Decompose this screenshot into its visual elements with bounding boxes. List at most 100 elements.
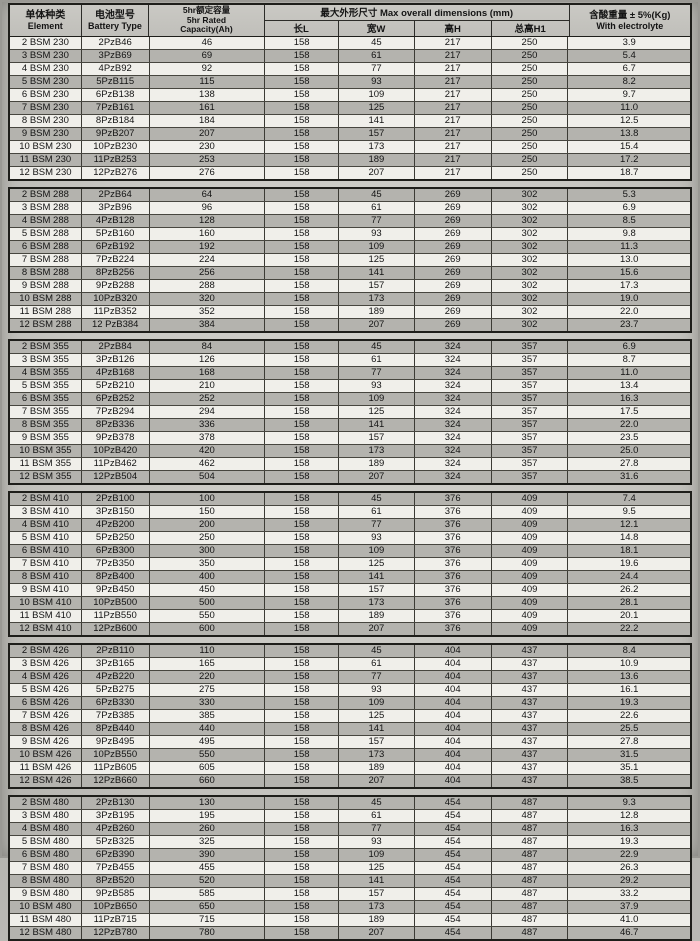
table-cell: 269 [415,189,492,201]
table-cell: 376 [415,597,492,609]
table-cell: 9 BSM 480 [10,888,82,900]
table-cell: 437 [492,723,569,735]
table-cell: 3PzB69 [82,50,150,62]
table-cell: 10 BSM 355 [10,445,82,457]
table-cell: 158 [265,862,340,874]
table-cell: 158 [265,810,340,822]
table-cell: 437 [492,684,569,696]
table-cell: 157 [339,432,415,444]
table-cell: 11PzB550 [82,610,150,622]
table-cell: 7PzB385 [82,710,150,722]
table-cell: 276 [150,167,266,179]
table-cell: 454 [415,823,492,835]
table-cell: 125 [339,102,415,114]
table-cell: 4 BSM 288 [10,215,82,227]
table-cell: 320 [150,293,266,305]
table-cell: 77 [339,367,415,379]
table-cell: 250 [492,50,569,62]
table-cell: 168 [150,367,266,379]
table-cell: 269 [415,215,492,227]
table-cell: 5PzB250 [82,532,150,544]
table-cell: 454 [415,797,492,809]
table-row: 11 BSM 355 11PzB462 462 158 189 324 357 27.8 [10,458,690,471]
header-dimensions-title: 最大外形尺寸 Max overall dimensions (mm) [264,5,569,21]
table-cell: 324 [415,471,492,483]
table-header: 单体种类 Element 电池型号 Battery Type 5hr额定容量 5… [8,3,692,37]
table-cell: 404 [415,671,492,683]
table-row: 6 BSM 480 6PzB390 390 158 109 454 487 22.9 [10,849,690,862]
table-cell: 252 [150,393,266,405]
table-cell: 158 [265,76,340,88]
table-cell: 10PzB650 [82,901,150,913]
table-cell: 184 [150,115,266,127]
table-row: 9 BSM 426 9PzB495 495 158 157 404 437 27.8 [10,736,690,749]
table-cell: 125 [339,558,415,570]
table-cell: 173 [339,293,415,305]
table-cell: 158 [265,914,340,926]
header-battery-type: 电池型号 Battery Type [82,5,150,36]
table-cell: 302 [492,319,569,331]
table-cell: 4PzB220 [82,671,150,683]
table-cell: 11PzB253 [82,154,150,166]
table-cell: 10 BSM 426 [10,749,82,761]
table-cell: 4 BSM 230 [10,63,82,75]
table-cell: 302 [492,254,569,266]
table-cell: 158 [265,293,340,305]
table-cell: 302 [492,267,569,279]
table-row: 8 BSM 355 8PzB336 336 158 141 324 357 22.0 [10,419,690,432]
table-cell: 23.5 [619,432,639,443]
table-cell: 11 BSM 355 [10,458,82,470]
table-cell: 61 [339,202,415,214]
table-cell: 22.0 [619,419,639,430]
header-capacity-line3: Capacity(Ah) [180,24,233,35]
table-cell: 10.9 [619,658,639,669]
table-cell: 45 [339,493,415,505]
table-cell: 500 [150,597,266,609]
table-cell: 404 [415,684,492,696]
table-cell: 12 BSM 288 [10,319,82,331]
table-cell: 2 BSM 355 [10,341,82,353]
table-cell: 31.5 [619,749,639,760]
table-cell: 158 [265,493,340,505]
table-cell: 10 BSM 480 [10,901,82,913]
table-cell: 22.2 [619,623,639,634]
table-cell: 250 [492,37,569,49]
table-cell: 165 [150,658,266,670]
table-cell: 253 [150,154,266,166]
table-cell: 18.1 [619,545,639,556]
table-cell: 2 BSM 288 [10,189,82,201]
table-cell: 409 [492,584,569,596]
table-cell: 250 [492,128,569,140]
table-cell: 376 [415,545,492,557]
table-cell: 14.8 [619,532,639,543]
header-dimensions: 最大外形尺寸 Max overall dimensions (mm) 长L 宽W… [264,5,569,36]
table-cell: 487 [492,797,569,809]
table-cell: 7PzB161 [82,102,150,114]
table-cell: 324 [415,367,492,379]
table-cell: 5 BSM 288 [10,228,82,240]
table-cell: 10PzB230 [82,141,150,153]
table-cell: 450 [150,584,266,596]
table-cell: 3PzB150 [82,506,150,518]
table-cell: 9PzB495 [82,736,150,748]
table-cell: 250 [492,141,569,153]
table-cell: 158 [265,697,340,709]
table-cell: 158 [265,471,340,483]
table-cell: 350 [150,558,266,570]
table-cell: 8.7 [622,354,636,365]
table-row: 6 BSM 355 6PzB252 252 158 109 324 357 16.3 [10,393,690,406]
table-cell: 269 [415,293,492,305]
header-weight-en: With electrolyte [596,20,664,31]
table-cell: 100 [150,493,266,505]
table-cell: 3PzB126 [82,354,150,366]
table-cell: 9.5 [622,506,636,517]
battery-group-bsm-480: 2 BSM 480 2PzB130 130 158 45 454 487 9.3 3 BSM 4… [8,795,692,941]
table-cell: 6 BSM 426 [10,697,82,709]
table-cell: 217 [415,63,492,75]
table-cell: 9PzB585 [82,888,150,900]
table-cell: 437 [492,762,569,774]
table-cell: 12.5 [619,115,639,126]
table-row: 4 BSM 426 4PzB220 220 158 77 404 437 13.6 [10,671,690,684]
table-cell: 376 [415,571,492,583]
